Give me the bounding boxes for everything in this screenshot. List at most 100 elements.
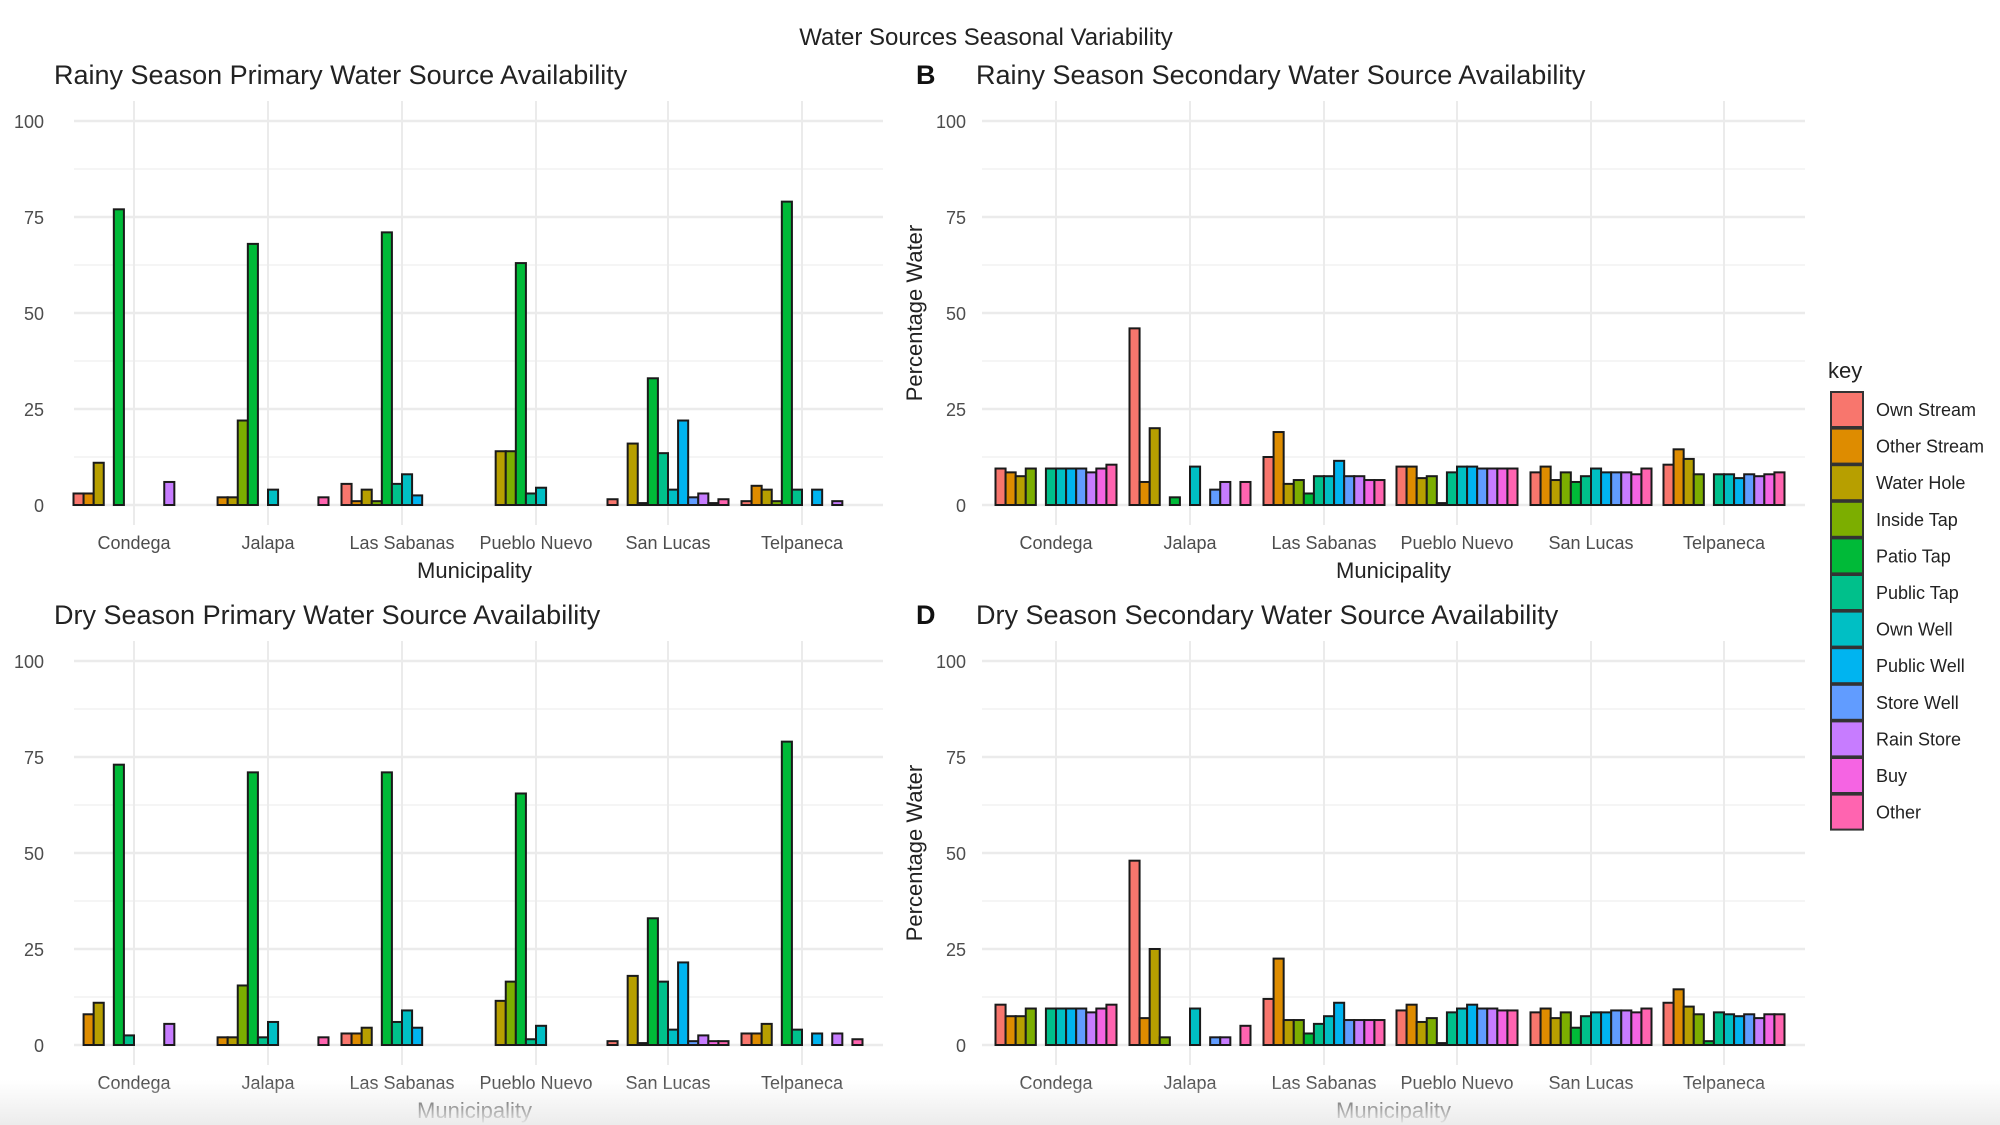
legend-label: Public Tap bbox=[1876, 583, 1959, 603]
legend-label: Other bbox=[1876, 803, 1921, 823]
bar-public-well bbox=[1600, 471, 1613, 506]
legend-item: Public Well bbox=[1830, 647, 1965, 685]
panel-title: Rainy Season Secondary Water Source Avai… bbox=[976, 60, 1586, 90]
bar-inside-tap bbox=[636, 1042, 649, 1046]
bar-own-stream bbox=[72, 492, 85, 507]
y-tick-label: 75 bbox=[24, 748, 44, 768]
bar-public-well bbox=[1333, 459, 1346, 506]
bar-other bbox=[1506, 467, 1519, 506]
bar-public-tap bbox=[1712, 473, 1725, 506]
bar-water-hole bbox=[494, 450, 507, 506]
bar-patio-tap bbox=[380, 771, 393, 1046]
panel-4: 0 25 50 75 100 Condega Jalapa Las Sabanas Pueblo… bbox=[902, 600, 1805, 1123]
bar-public-tap bbox=[256, 1036, 269, 1046]
x-tick-label: Jalapa bbox=[241, 533, 295, 553]
x-tick-label: Las Sabanas bbox=[349, 533, 454, 553]
bar-public-well bbox=[1333, 1001, 1346, 1047]
y-tick-label: 100 bbox=[936, 652, 966, 672]
legend-item: Other bbox=[1830, 793, 1921, 831]
x-axis-title: Municipality bbox=[1336, 1098, 1451, 1123]
bar-other-stream bbox=[1672, 448, 1685, 507]
legend-item: Other Stream bbox=[1830, 427, 1984, 465]
bar-patio-tap bbox=[1435, 1042, 1448, 1046]
bar-patio-tap bbox=[1569, 480, 1582, 506]
y-tick-label: 50 bbox=[24, 844, 44, 864]
panel-title: Dry Season Secondary Water Source Availa… bbox=[976, 600, 1559, 630]
bar-buy bbox=[1630, 473, 1643, 506]
bar-rain-store bbox=[1753, 1017, 1766, 1046]
bar-own-stream bbox=[606, 1040, 619, 1047]
bar-other bbox=[851, 1038, 864, 1046]
bar-water-hole bbox=[1415, 477, 1428, 506]
bar-other bbox=[1373, 479, 1386, 507]
bar-water-hole bbox=[1282, 482, 1295, 507]
legend: key Own Stream Other Stream Water Hole Insid… bbox=[1828, 358, 1984, 831]
bar-rain-store bbox=[697, 492, 710, 507]
legend-swatch bbox=[1830, 537, 1864, 575]
bar-own-well bbox=[401, 1009, 414, 1047]
bar-own-stream bbox=[340, 482, 353, 507]
bar-own-well bbox=[267, 1020, 280, 1047]
y-tick-label: 50 bbox=[24, 304, 44, 324]
bar-water-hole bbox=[626, 974, 639, 1047]
bar-own-stream bbox=[340, 1032, 353, 1046]
bar-own-stream bbox=[1529, 1011, 1542, 1046]
bar-other-stream bbox=[1004, 1015, 1017, 1047]
bar-public-well bbox=[411, 494, 424, 506]
bar-other-stream bbox=[82, 492, 95, 507]
bar-water-hole bbox=[360, 1026, 373, 1046]
panel-title: Dry Season Primary Water Source Availabi… bbox=[54, 600, 601, 630]
bar-own-well bbox=[535, 1024, 548, 1047]
bar-other bbox=[317, 1036, 330, 1046]
bar-rain-store bbox=[697, 1034, 710, 1047]
bar-patio-tap bbox=[646, 377, 659, 506]
bar-buy bbox=[1095, 467, 1108, 506]
bar-public-tap bbox=[790, 1028, 804, 1047]
bar-water-hole bbox=[1148, 427, 1161, 507]
figure-title: Water Sources Seasonal Variability bbox=[799, 24, 1173, 51]
bar-own-well bbox=[401, 473, 414, 506]
bar-public-well bbox=[1600, 1011, 1613, 1046]
bar-own-well bbox=[1456, 465, 1469, 507]
x-tick-label: Pueblo Nuevo bbox=[479, 1073, 592, 1093]
bar-other-stream bbox=[1405, 1003, 1418, 1046]
legend-item: Rain Store bbox=[1830, 720, 1961, 758]
x-tick-label: Pueblo Nuevo bbox=[479, 533, 592, 553]
bar-buy bbox=[1095, 1007, 1108, 1047]
bar-water-hole bbox=[1682, 1005, 1695, 1046]
bar-other bbox=[1373, 1019, 1386, 1046]
bar-own-stream bbox=[1395, 1009, 1408, 1047]
bar-own-stream bbox=[1128, 327, 1141, 506]
bar-other bbox=[1640, 467, 1653, 506]
y-tick-label: 0 bbox=[956, 496, 966, 516]
y-tick-label: 0 bbox=[34, 1036, 44, 1056]
bar-public-tap bbox=[1579, 1015, 1592, 1047]
bar-water-hole bbox=[1014, 475, 1027, 507]
bar-rain-store bbox=[831, 500, 844, 507]
bar-own-well bbox=[1590, 1011, 1603, 1046]
bar-inside-tap bbox=[1425, 1017, 1438, 1046]
x-axis-title: Municipality bbox=[1336, 558, 1451, 583]
bar-public-tap bbox=[1044, 1007, 1057, 1047]
x-tick-label: San Lucas bbox=[625, 533, 710, 553]
legend-item: Buy bbox=[1830, 757, 1907, 794]
bar-own-well bbox=[535, 486, 548, 507]
bar-patio-tap bbox=[1435, 502, 1448, 506]
x-tick-label: Telpaneca bbox=[761, 533, 844, 553]
bar-other-stream bbox=[216, 1036, 229, 1046]
legend-item: Store Well bbox=[1830, 683, 1959, 721]
bar-store-well bbox=[1476, 467, 1489, 506]
x-tick-label: Telpaneca bbox=[1683, 1073, 1766, 1093]
y-tick-label: 50 bbox=[946, 304, 966, 324]
bar-inside-tap bbox=[236, 984, 249, 1046]
bar-store-well bbox=[1075, 1007, 1088, 1047]
bar-other-stream bbox=[1138, 1017, 1151, 1046]
bar-other-stream bbox=[1672, 988, 1685, 1047]
bar-buy bbox=[1630, 1011, 1643, 1046]
bar-public-well bbox=[1466, 465, 1479, 507]
bar-other-stream bbox=[1272, 957, 1285, 1046]
bar-other-stream bbox=[82, 1013, 95, 1047]
bar-other-stream bbox=[216, 496, 229, 507]
bar-rain-store bbox=[1353, 1019, 1366, 1046]
bar-inside-tap bbox=[1692, 473, 1705, 506]
